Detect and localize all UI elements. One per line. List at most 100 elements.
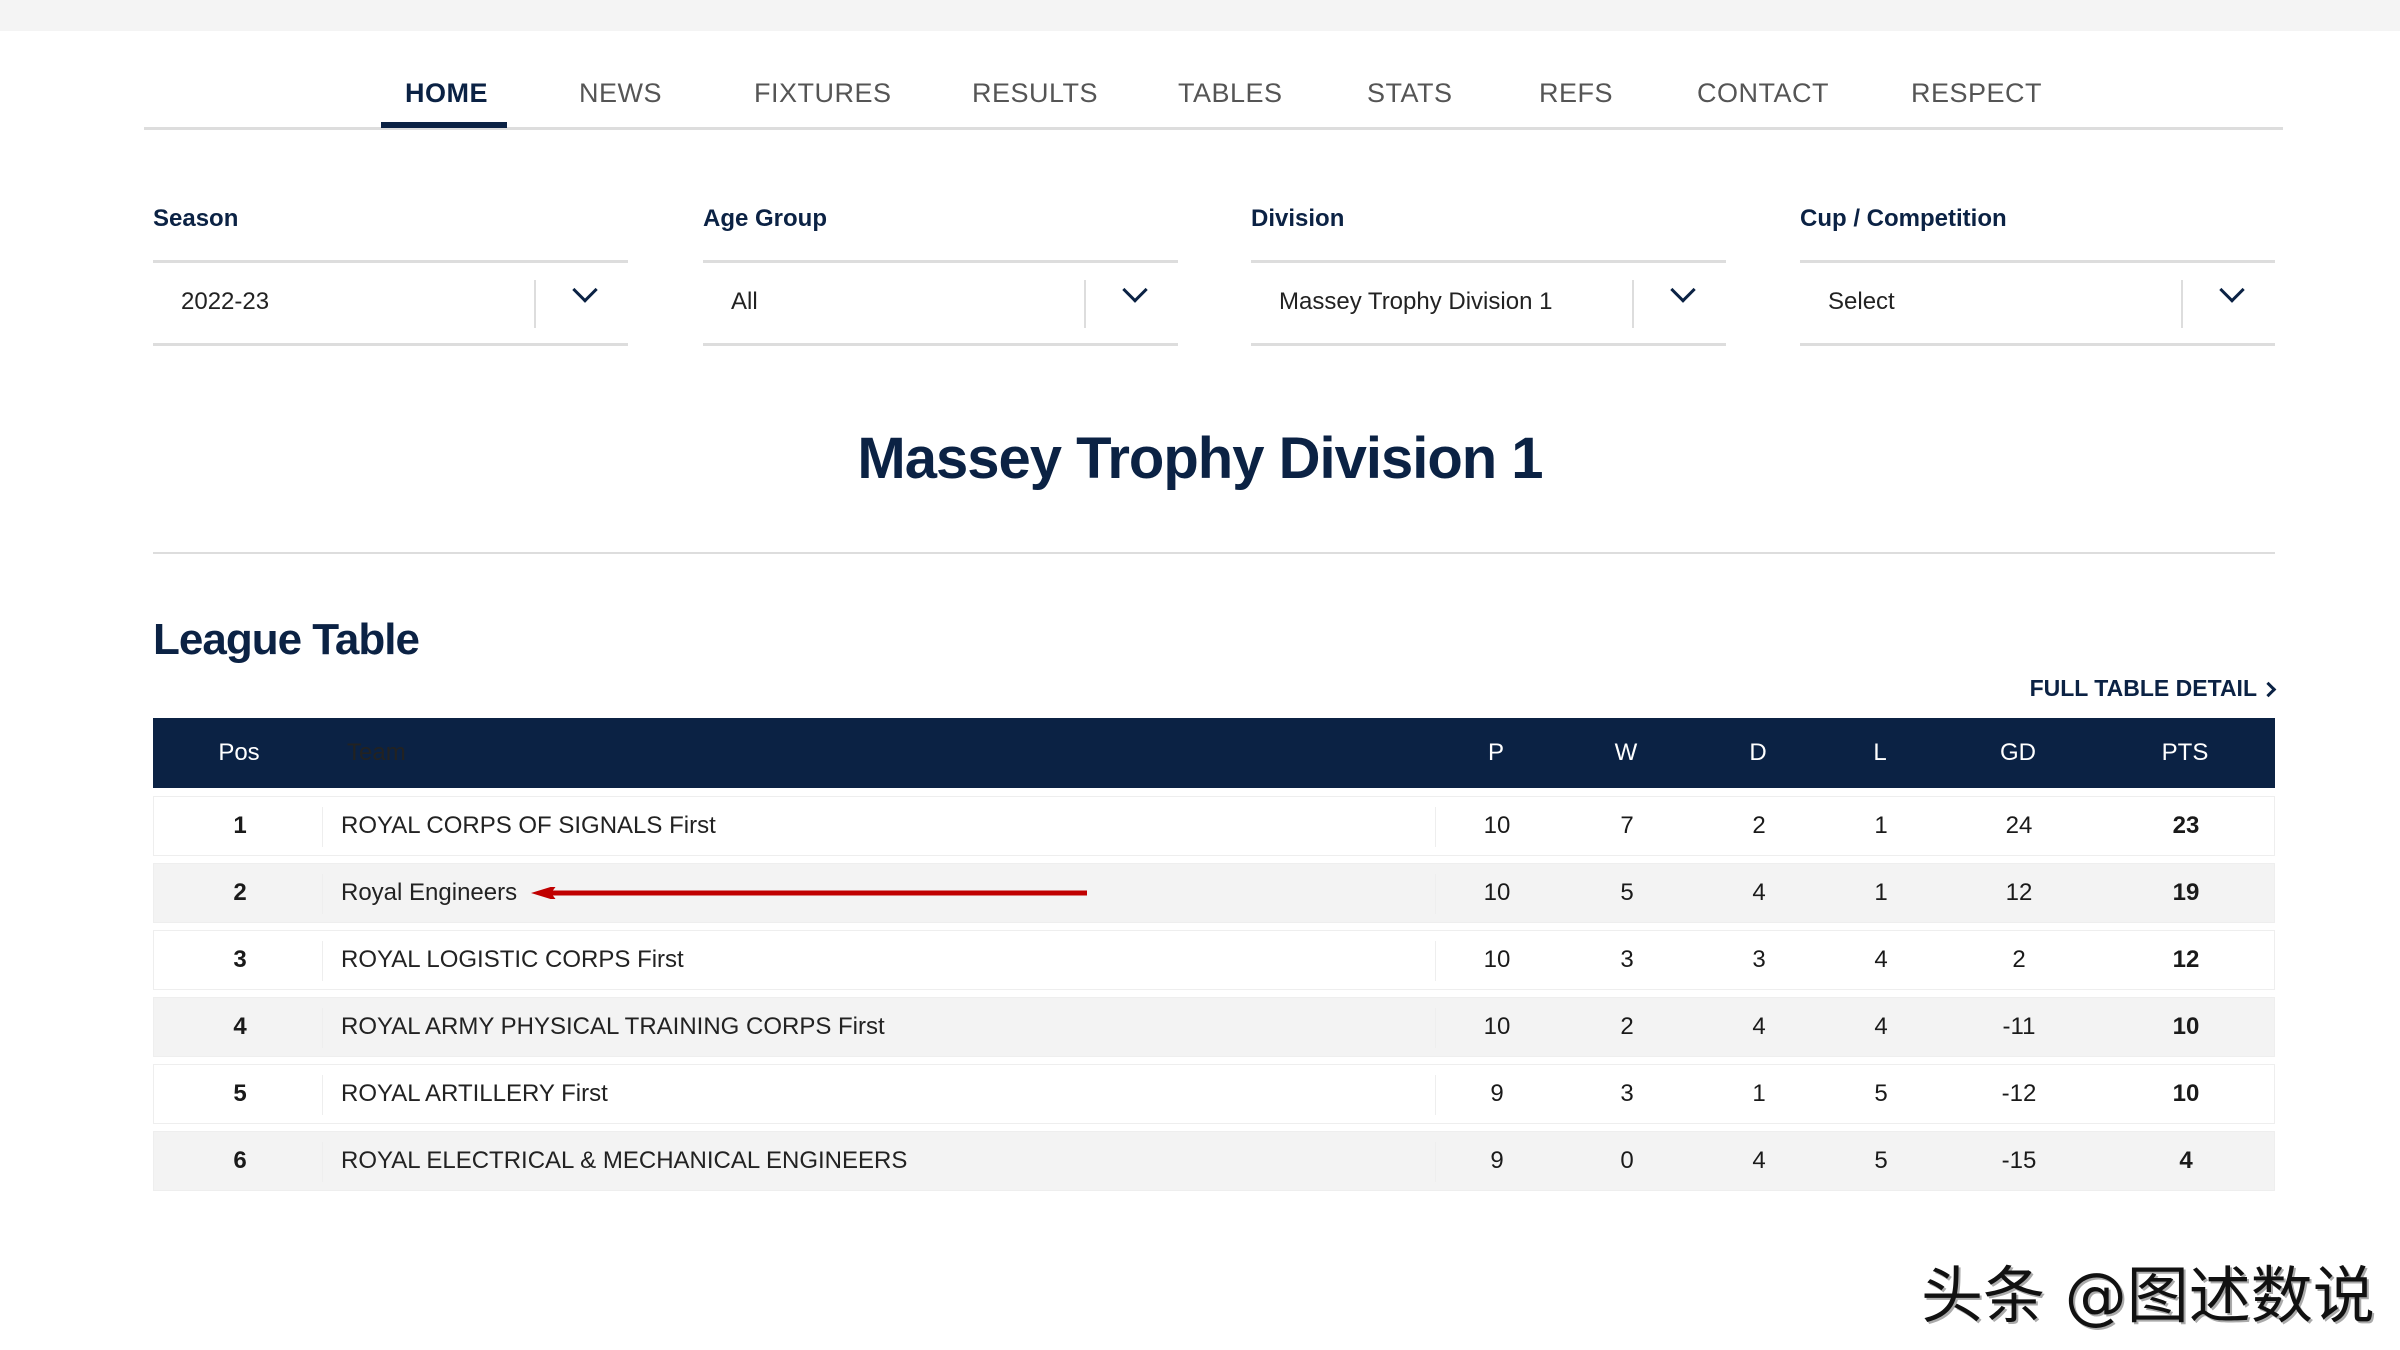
divider xyxy=(534,280,536,328)
cell-w: 5 xyxy=(1620,879,1634,906)
table-row[interactable]: 6 9 0 4 5 -15 4 ROYAL ELECTRICAL & MECHANICAL E… xyxy=(153,1131,2275,1191)
cell-gd: -15 xyxy=(2001,1147,2037,1174)
nav-refs[interactable]: REFS xyxy=(1539,78,1614,108)
competition-label: Cup / Competition xyxy=(1800,205,2007,232)
season-value: 2022-23 xyxy=(181,288,270,315)
season-filter: Season 2022-23 xyxy=(153,205,628,346)
nav-tables[interactable]: TABLES xyxy=(1178,78,1283,108)
divider xyxy=(153,552,2275,554)
cell-d: 2 xyxy=(1752,812,1766,839)
nav-fixtures[interactable]: FIXTURES xyxy=(754,78,892,108)
nav-stats[interactable]: STATS xyxy=(1367,78,1453,108)
divider xyxy=(1435,807,1436,847)
cell-l: 1 xyxy=(1874,812,1888,839)
nav-respect[interactable]: RESPECT xyxy=(1911,78,2043,108)
table-row[interactable]: 5 9 3 1 5 -12 10 ROYAL ARTILLERY First xyxy=(153,1064,2275,1124)
table-row[interactable]: 2 10 5 4 1 12 19 Royal Engineers xyxy=(153,863,2275,923)
cell-team: ROYAL LOGISTIC CORPS First xyxy=(341,946,684,973)
divider xyxy=(322,1142,323,1182)
chevron-right-icon xyxy=(2260,682,2277,698)
cell-gd: 12 xyxy=(2005,879,2033,906)
col-p: P xyxy=(1487,739,1504,766)
cell-pts: 19 xyxy=(2172,879,2200,906)
cell-pos: 1 xyxy=(233,812,247,839)
cell-p: 10 xyxy=(1483,946,1511,973)
chevron-down-icon[interactable] xyxy=(1670,277,1696,303)
divider xyxy=(322,874,323,914)
col-d: D xyxy=(1749,739,1767,766)
cell-d: 4 xyxy=(1752,879,1766,906)
cell-team: ROYAL ELECTRICAL & MECHANICAL ENGINEERS xyxy=(341,1147,908,1174)
cell-d: 4 xyxy=(1752,1013,1766,1040)
division-value: Massey Trophy Division 1 xyxy=(1279,288,1553,315)
cell-pos: 2 xyxy=(233,879,247,906)
cell-w: 3 xyxy=(1620,1080,1634,1107)
page-title: Massey Trophy Division 1 xyxy=(857,426,1543,491)
nav-news[interactable]: NEWS xyxy=(579,78,662,108)
watermark: 头条 @图述数说 xyxy=(1921,1259,2375,1332)
league-table-heading: League Table xyxy=(153,615,420,664)
division-label: Division xyxy=(1251,205,1345,232)
cell-d: 4 xyxy=(1752,1147,1766,1174)
cell-gd: 2 xyxy=(2012,946,2026,973)
age-group-label: Age Group xyxy=(703,205,827,232)
cell-d: 3 xyxy=(1752,946,1766,973)
table-row[interactable]: 4 10 2 4 4 -11 10 ROYAL ARMY PHYSICAL TRAINING … xyxy=(153,997,2275,1057)
main-nav: HOME NEWS FIXTURES RESULTS TABLES STATS … xyxy=(144,60,2283,130)
cell-p: 9 xyxy=(1490,1080,1504,1107)
nav-home[interactable]: HOME xyxy=(405,78,488,108)
chevron-down-icon[interactable] xyxy=(1122,277,1148,303)
cell-p: 9 xyxy=(1490,1147,1504,1174)
divider xyxy=(322,1008,323,1048)
nav-results[interactable]: RESULTS xyxy=(972,78,1099,108)
cell-p: 10 xyxy=(1483,812,1511,839)
cell-gd: -11 xyxy=(2002,1013,2036,1040)
divider xyxy=(1632,280,1634,328)
divider xyxy=(1435,1008,1436,1048)
highlight-arrow xyxy=(531,887,1087,899)
chevron-down-icon[interactable] xyxy=(2219,277,2245,303)
col-gd: GD xyxy=(2000,739,2036,766)
cell-team: ROYAL ARTILLERY First xyxy=(341,1080,608,1107)
cell-p: 10 xyxy=(1483,1013,1511,1040)
top-bar xyxy=(0,0,2400,31)
cell-pts: 10 xyxy=(2172,1080,2200,1107)
cell-w: 3 xyxy=(1620,946,1634,973)
age-group-select[interactable]: All xyxy=(703,260,1178,346)
full-table-detail-label: FULL TABLE DETAIL xyxy=(2029,675,2257,701)
cell-p: 10 xyxy=(1483,879,1511,906)
division-filter: Division Massey Trophy Division 1 xyxy=(1251,205,1726,346)
col-w: W xyxy=(1614,739,1638,766)
divider xyxy=(2181,280,2183,328)
cell-team: ROYAL ARMY PHYSICAL TRAINING CORPS First xyxy=(341,1013,885,1040)
competition-value: Select xyxy=(1828,288,1895,315)
chevron-down-icon[interactable] xyxy=(572,277,598,303)
competition-filter: Cup / Competition Select xyxy=(1800,205,2275,346)
cell-pos: 5 xyxy=(233,1080,247,1107)
cell-l: 4 xyxy=(1874,1013,1888,1040)
competition-select[interactable]: Select xyxy=(1800,260,2275,346)
cell-l: 5 xyxy=(1874,1147,1888,1174)
season-select[interactable]: 2022-23 xyxy=(153,260,628,346)
divider xyxy=(1435,874,1436,914)
full-table-detail-link[interactable]: FULL TABLE DETAIL xyxy=(2029,675,2277,702)
col-l: L xyxy=(1873,739,1887,766)
nav-contact[interactable]: CONTACT xyxy=(1697,78,1829,108)
col-team: Team xyxy=(347,739,406,766)
cell-pos: 6 xyxy=(233,1147,247,1174)
cell-gd: -12 xyxy=(2001,1080,2037,1107)
cell-pos: 3 xyxy=(233,946,247,973)
divider xyxy=(322,807,323,847)
divider xyxy=(1435,941,1436,981)
age-group-filter: Age Group All xyxy=(703,205,1178,346)
col-pts: PTS xyxy=(2161,739,2209,766)
age-group-value: All xyxy=(731,288,758,315)
cell-l: 5 xyxy=(1874,1080,1888,1107)
table-row[interactable]: 3 10 3 3 4 2 12 ROYAL LOGISTIC CORPS First xyxy=(153,930,2275,990)
divider xyxy=(1435,1142,1436,1182)
table-row[interactable]: 1 10 7 2 1 24 23 ROYAL CORPS OF SIGNALS First xyxy=(153,796,2275,856)
cell-w: 7 xyxy=(1620,812,1634,839)
cell-pos: 4 xyxy=(233,1013,247,1040)
divider xyxy=(1435,1075,1436,1115)
division-select[interactable]: Massey Trophy Division 1 xyxy=(1251,260,1726,346)
